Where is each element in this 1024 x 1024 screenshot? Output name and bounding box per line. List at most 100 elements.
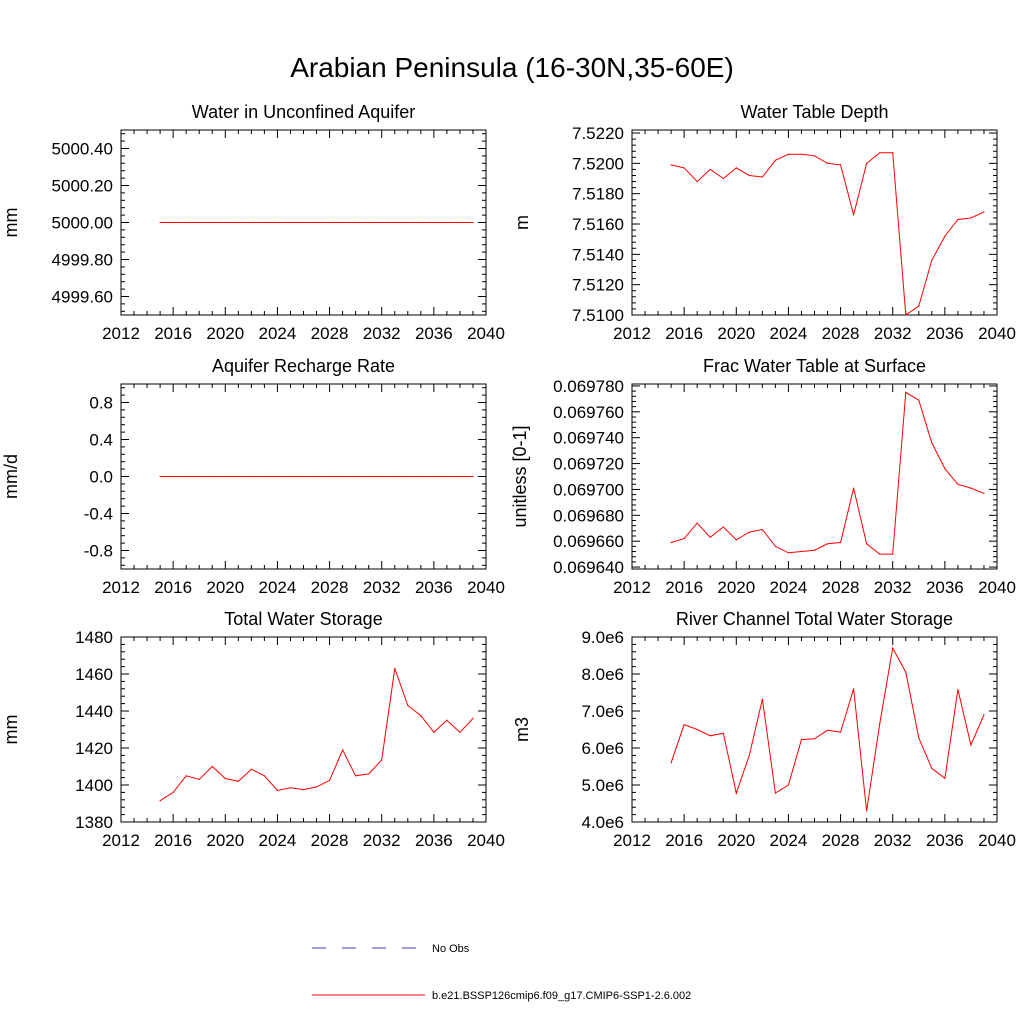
y-tick-label: 7.5120 <box>572 276 624 295</box>
data-point <box>931 442 933 444</box>
x-tick-label: 2012 <box>102 578 140 597</box>
data-point <box>735 539 737 541</box>
data-point <box>250 768 252 770</box>
y-tick-label: 0.069640 <box>553 558 624 577</box>
data-point <box>918 305 920 307</box>
data-point <box>670 762 672 764</box>
y-tick-label: 4999.80 <box>52 251 113 270</box>
x-tick-label: 2028 <box>311 324 349 343</box>
data-point <box>381 221 383 224</box>
x-tick-label: 2028 <box>311 578 349 597</box>
data-point <box>159 221 161 224</box>
data-point <box>355 221 357 224</box>
data-point <box>250 475 252 478</box>
data-point <box>172 475 174 478</box>
data-point <box>748 174 750 177</box>
x-tick-label: 2032 <box>363 831 401 850</box>
x-tick-label: 2024 <box>770 578 808 597</box>
data-point <box>446 719 448 721</box>
data-point <box>683 724 685 726</box>
y-tick-label: 0.069760 <box>553 403 624 422</box>
x-tick-label: 2020 <box>717 831 755 850</box>
data-point <box>315 786 318 788</box>
data-point <box>748 531 750 533</box>
data-point <box>931 767 933 769</box>
x-tick-label: 2032 <box>363 578 401 597</box>
x-tick-label: 2028 <box>822 324 860 343</box>
x-tick-label: 2016 <box>154 578 192 597</box>
x-tick-label: 2012 <box>102 831 140 850</box>
data-point <box>263 775 265 777</box>
data-point <box>459 731 461 733</box>
data-point <box>420 221 422 224</box>
y-tick-label: 1420 <box>75 739 113 758</box>
chart-panel-1: Water in Unconfined Aquifer mm 2012 2016 202… <box>1 102 505 343</box>
y-tick-label: 5000.00 <box>52 214 113 233</box>
data-point <box>853 487 855 489</box>
y-tick-label: 4999.60 <box>52 288 113 307</box>
x-tick-label: 2020 <box>717 578 755 597</box>
data-point <box>394 221 396 224</box>
y-tick-label: -0.8 <box>84 542 113 561</box>
data-point <box>761 176 763 178</box>
y-tick-label: 0.069660 <box>553 532 624 551</box>
x-tick-label: 2020 <box>206 324 244 343</box>
chart-panel-6: River Channel Total Water Storage m3 2012 2… <box>512 609 1016 850</box>
data-point <box>224 777 226 780</box>
data-point <box>918 737 920 739</box>
data-point <box>905 391 907 394</box>
data-point <box>722 526 724 528</box>
x-tick-label: 2024 <box>259 578 297 597</box>
legend: No Obs b.e21.BSSP126cmip6.f09_g17.CMIP6-S… <box>312 943 691 1002</box>
y-tick-label: 0.4 <box>89 431 113 450</box>
data-point <box>263 221 265 224</box>
data-point <box>735 792 737 794</box>
data-point <box>394 667 396 670</box>
data-point <box>800 550 803 553</box>
x-tick-label: 2040 <box>467 831 505 850</box>
data-point <box>433 221 435 224</box>
data-point <box>237 780 239 782</box>
data-point <box>774 159 776 161</box>
y-tick-label: 7.5180 <box>572 185 624 204</box>
y-tick-label: 4.0e6 <box>581 813 624 832</box>
x-tick-label: 2036 <box>926 831 964 850</box>
series-line <box>670 152 985 316</box>
x-tick-label: 2020 <box>206 831 244 850</box>
data-point <box>276 475 279 478</box>
x-tick-label: 2016 <box>154 831 192 850</box>
x-tick-label: 2012 <box>613 578 651 597</box>
y-axis-label: unitless [0-1] <box>510 425 530 527</box>
data-point <box>670 541 672 544</box>
series-line <box>670 391 985 555</box>
chart-panel-2: Water Table Depth m 2012 2016 2020 2024 2028 20… <box>512 102 1016 343</box>
data-point <box>722 732 724 734</box>
data-point <box>342 749 344 751</box>
data-point <box>826 543 829 545</box>
y-tick-label: 1480 <box>75 628 113 647</box>
data-point <box>735 167 737 169</box>
data-point <box>250 221 252 224</box>
chart-panel-5: Total Water Storage mm 2012 2016 2020 2024 202… <box>1 609 505 850</box>
x-tick-label: 2036 <box>415 578 453 597</box>
data-point <box>970 744 972 746</box>
panel-title: Frac Water Table at Surface <box>703 356 926 376</box>
data-point <box>683 167 685 169</box>
data-point <box>328 221 331 224</box>
y-tick-label: 1460 <box>75 665 113 684</box>
data-point <box>761 698 763 700</box>
x-tick-label: 2040 <box>978 578 1016 597</box>
data-point <box>211 221 213 224</box>
data-point <box>315 221 318 224</box>
data-point <box>211 475 213 478</box>
y-tick-label: -0.4 <box>84 505 113 524</box>
y-tick-label: 5.0e6 <box>581 776 624 795</box>
data-point <box>983 211 985 213</box>
x-tick-label: 2024 <box>259 831 297 850</box>
data-point <box>839 731 842 733</box>
data-point <box>368 475 370 478</box>
data-point <box>670 164 672 166</box>
data-point <box>368 773 370 775</box>
data-point <box>813 738 816 740</box>
data-point <box>315 475 318 478</box>
